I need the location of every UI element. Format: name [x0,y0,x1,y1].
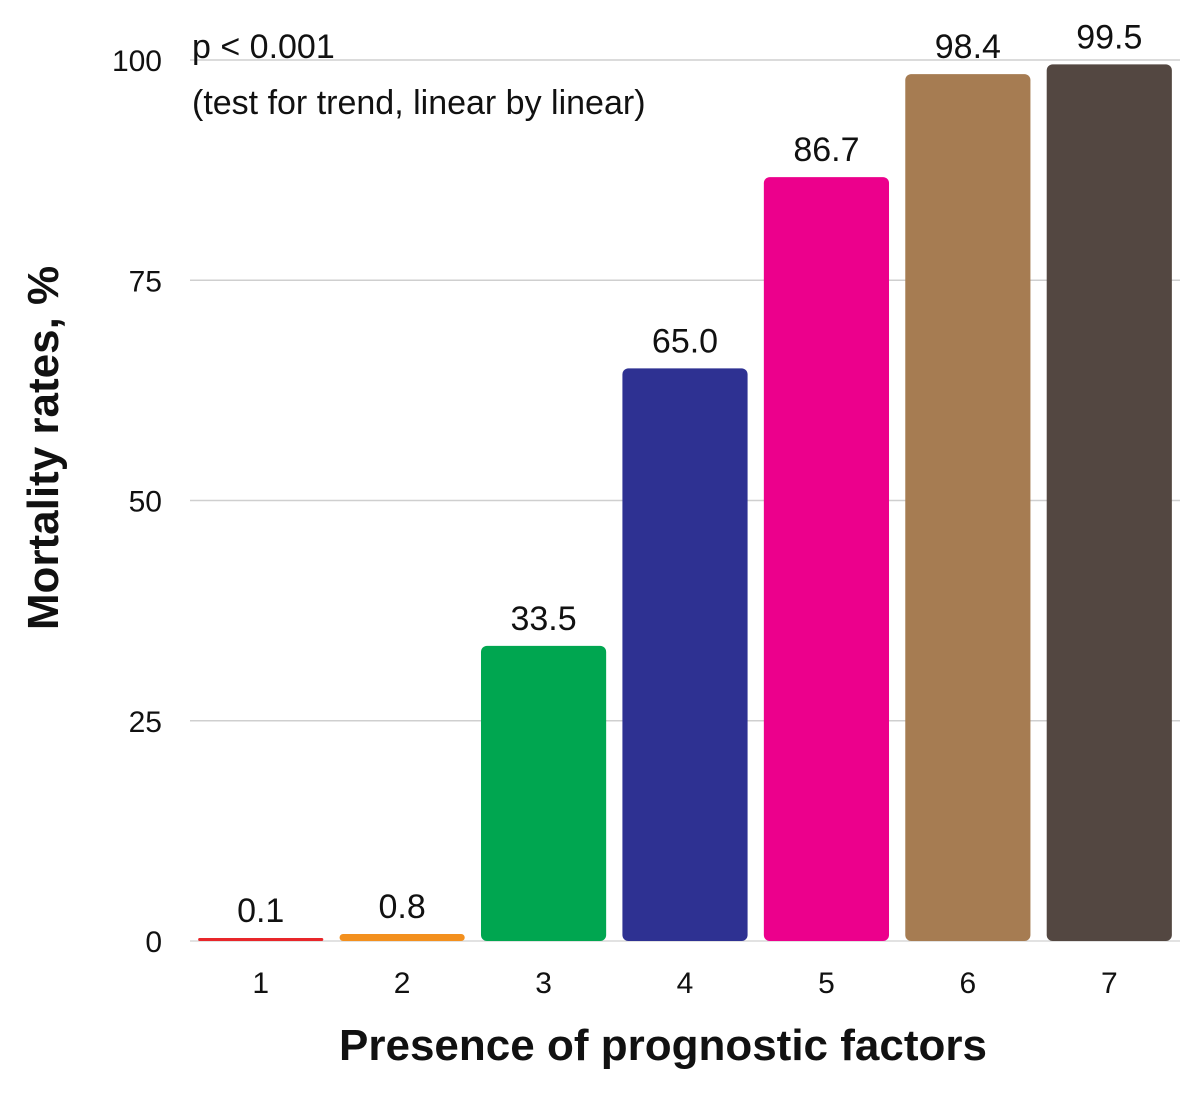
x-tick-label-6: 6 [960,967,977,1000]
value-label-3: 33.5 [510,600,576,638]
y-tick-label-75: 75 [129,265,162,298]
y-tick-label-50: 50 [129,486,162,519]
bar-6 [905,74,1030,941]
x-axis-ticks: 1 2 3 4 5 6 7 [252,967,1117,1000]
x-tick-label-4: 4 [677,967,694,1000]
value-label-4: 65.0 [652,322,718,360]
y-axis-ticks: 0 25 50 75 100 [112,45,162,959]
value-label-5: 86.7 [793,131,859,169]
bar-5 [764,177,889,941]
x-tick-label-2: 2 [394,967,411,1000]
y-tick-label-25: 25 [129,706,162,739]
bars [198,64,1172,941]
value-label-7: 99.5 [1076,18,1142,56]
bar-1 [198,938,323,941]
x-axis-title: Presence of prognostic factors [339,1021,987,1070]
x-tick-label-7: 7 [1101,967,1118,1000]
bar-7 [1047,64,1172,941]
value-label-1: 0.1 [237,892,284,930]
bar-4 [622,368,747,941]
x-tick-label-5: 5 [818,967,835,1000]
y-tick-label-100: 100 [112,45,162,78]
x-tick-label-1: 1 [252,967,269,1000]
p-value-annotation: p < 0.001 [192,28,335,66]
x-tick-label-3: 3 [535,967,552,1000]
test-method-annotation: (test for trend, linear by linear) [192,84,646,122]
y-axis-title: Mortality rates, % [19,266,68,630]
bar-3 [481,646,606,941]
y-tick-label-0: 0 [145,926,162,959]
value-label-6: 98.4 [935,28,1001,66]
value-label-2: 0.8 [379,888,426,926]
bar-2 [340,934,465,941]
